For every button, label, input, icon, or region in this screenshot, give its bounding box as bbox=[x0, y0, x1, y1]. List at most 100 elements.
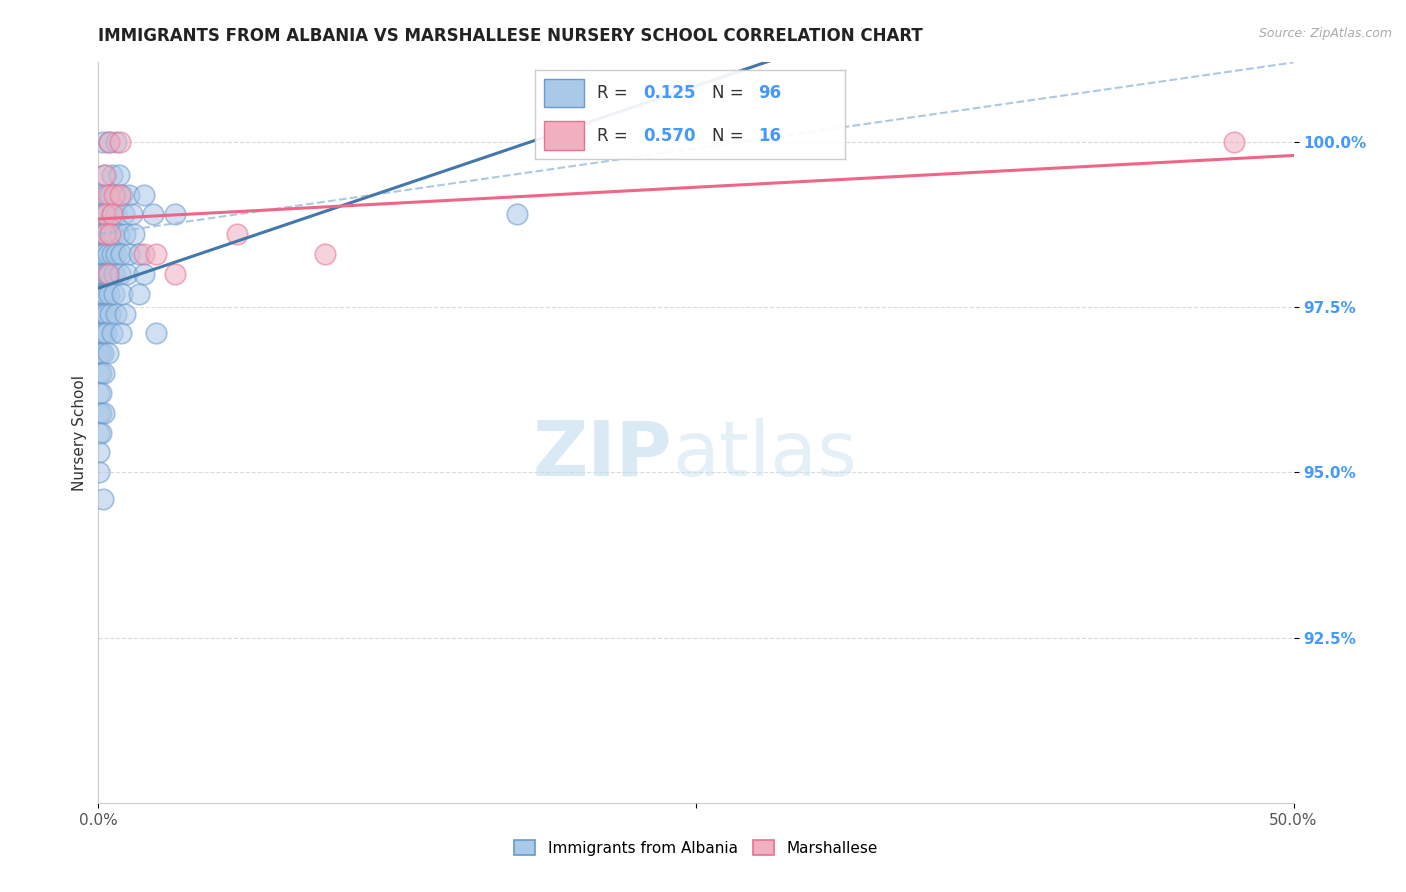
Point bbox=[93, 406, 115, 420]
Point bbox=[103, 286, 125, 301]
Text: IMMIGRANTS FROM ALBANIA VS MARSHALLESE NURSERY SCHOOL CORRELATION CHART: IMMIGRANTS FROM ALBANIA VS MARSHALLESE N… bbox=[98, 27, 924, 45]
Point bbox=[96, 346, 118, 360]
Point bbox=[96, 207, 118, 221]
Point bbox=[105, 307, 128, 321]
Point bbox=[118, 187, 141, 202]
Point bbox=[94, 187, 117, 202]
Point bbox=[90, 286, 112, 301]
Point bbox=[111, 286, 134, 301]
Point bbox=[90, 406, 112, 420]
Point bbox=[89, 307, 111, 321]
Text: ZIP: ZIP bbox=[533, 417, 672, 491]
Point bbox=[96, 187, 118, 202]
Point bbox=[315, 247, 337, 261]
Point bbox=[98, 307, 121, 321]
Legend: Immigrants from Albania, Marshallese: Immigrants from Albania, Marshallese bbox=[508, 834, 884, 862]
Point bbox=[89, 425, 111, 440]
Point bbox=[90, 326, 112, 341]
Point bbox=[94, 168, 117, 182]
Point bbox=[100, 326, 122, 341]
Text: atlas: atlas bbox=[672, 417, 856, 491]
Text: Source: ZipAtlas.com: Source: ZipAtlas.com bbox=[1258, 27, 1392, 40]
Point bbox=[93, 366, 115, 380]
Point bbox=[103, 267, 125, 281]
Point bbox=[98, 286, 121, 301]
Point bbox=[91, 227, 114, 242]
Point bbox=[94, 326, 117, 341]
Point bbox=[132, 267, 155, 281]
Point bbox=[100, 207, 122, 221]
Point bbox=[90, 187, 112, 202]
Point bbox=[132, 187, 155, 202]
Point bbox=[91, 286, 114, 301]
Point bbox=[118, 247, 141, 261]
Point bbox=[91, 346, 114, 360]
Point bbox=[96, 267, 118, 281]
Point bbox=[100, 168, 122, 182]
Point bbox=[90, 366, 112, 380]
Point bbox=[89, 207, 111, 221]
Point bbox=[112, 207, 135, 221]
Point bbox=[145, 247, 167, 261]
Point bbox=[107, 168, 129, 182]
Point bbox=[226, 227, 249, 242]
Point bbox=[94, 227, 117, 242]
Point bbox=[142, 207, 165, 221]
Point bbox=[89, 286, 111, 301]
Point bbox=[89, 267, 111, 281]
Point bbox=[110, 247, 132, 261]
Point bbox=[103, 187, 125, 202]
Point bbox=[90, 425, 112, 440]
Point bbox=[93, 168, 115, 182]
Point bbox=[114, 307, 136, 321]
Point bbox=[91, 207, 114, 221]
Point bbox=[121, 207, 143, 221]
Point bbox=[163, 207, 186, 221]
Point bbox=[89, 465, 111, 479]
Point bbox=[89, 386, 111, 401]
Point bbox=[108, 135, 131, 149]
Point bbox=[90, 346, 112, 360]
Point bbox=[506, 207, 529, 221]
Point bbox=[105, 207, 128, 221]
Point bbox=[108, 267, 131, 281]
Point bbox=[1223, 135, 1246, 149]
Point bbox=[103, 227, 125, 242]
Point bbox=[98, 227, 121, 242]
Y-axis label: Nursery School: Nursery School bbox=[72, 375, 87, 491]
Point bbox=[91, 326, 114, 341]
Point bbox=[132, 247, 155, 261]
Point bbox=[98, 187, 122, 202]
Point bbox=[94, 286, 117, 301]
Point bbox=[89, 247, 111, 261]
Point bbox=[93, 247, 115, 261]
Point bbox=[110, 326, 132, 341]
Point bbox=[115, 267, 138, 281]
Point bbox=[98, 135, 121, 149]
Point bbox=[107, 227, 129, 242]
Point bbox=[91, 307, 114, 321]
Point bbox=[98, 227, 121, 242]
Point bbox=[89, 366, 111, 380]
Point bbox=[98, 267, 121, 281]
Point bbox=[98, 135, 121, 149]
Point bbox=[90, 267, 112, 281]
Point bbox=[104, 135, 127, 149]
Point bbox=[89, 326, 111, 341]
Point bbox=[94, 207, 117, 221]
Point bbox=[104, 187, 127, 202]
Point bbox=[100, 207, 122, 221]
Point bbox=[89, 346, 111, 360]
Point bbox=[89, 406, 111, 420]
Point bbox=[90, 386, 112, 401]
Point bbox=[91, 135, 114, 149]
Point bbox=[96, 247, 118, 261]
Point bbox=[90, 307, 112, 321]
Point bbox=[94, 227, 117, 242]
Point bbox=[94, 267, 117, 281]
Point bbox=[128, 286, 150, 301]
Point bbox=[128, 247, 150, 261]
Point bbox=[94, 307, 117, 321]
Point bbox=[91, 491, 114, 506]
Point bbox=[100, 247, 122, 261]
